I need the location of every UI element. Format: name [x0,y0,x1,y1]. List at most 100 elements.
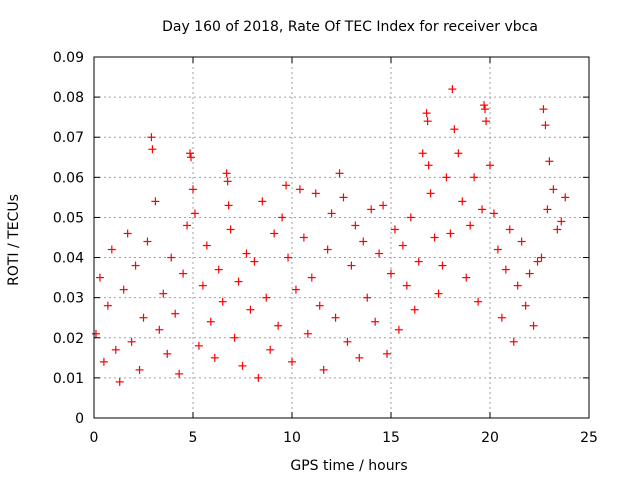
data-point [394,325,403,334]
data-point [319,365,328,374]
data-point [198,281,207,290]
data-point [210,353,219,362]
data-point [194,341,203,350]
data-point [303,329,312,338]
data-point [311,189,320,198]
data-point [143,237,152,246]
y-tick-label: 0.04 [53,251,84,267]
data-point [478,205,487,214]
data-point [179,269,188,278]
data-point [119,285,128,294]
data-point [422,109,431,118]
data-point [438,261,447,270]
data-point [375,249,384,258]
data-point [529,321,538,330]
data-point [446,229,455,238]
data-point [359,237,368,246]
data-point [189,185,197,194]
data-point [107,245,116,254]
y-tick-label: 0.07 [53,130,84,146]
data-point [123,229,132,238]
data-point [274,321,283,330]
chart-title: Day 160 of 2018, Rate Of TEC Index for r… [162,19,538,35]
x-tick-label: 0 [90,430,99,446]
data-point [549,185,558,194]
data-point [489,209,498,218]
data-point [327,209,336,218]
data-point [462,273,471,282]
data-point [148,145,157,154]
data-point [474,297,483,306]
data-point [454,149,463,158]
data-point [206,317,215,326]
data-point [284,253,293,262]
data-point [539,105,548,114]
y-tick-label: 0.08 [53,90,84,106]
data-point [410,305,419,314]
data-point [553,225,562,234]
data-point [387,269,395,278]
data-point [139,313,148,322]
data-point [517,237,526,246]
data-point [406,213,415,222]
data-point [127,337,136,346]
data-point [238,361,247,370]
data-point [543,205,552,214]
data-point [561,193,570,202]
y-tick-label: 0 [75,411,84,427]
data-point [501,265,510,274]
data-point [151,197,160,206]
data-point [448,85,457,94]
data-point [525,269,534,278]
data-point [291,285,300,294]
data-point [450,125,459,134]
data-point [288,357,296,366]
data-point [222,169,231,178]
x-tick-label: 25 [580,430,598,446]
data-point [509,337,518,346]
data-point [347,261,356,270]
data-point [230,333,239,342]
data-point [111,345,120,354]
data-point [135,365,144,374]
data-point [167,253,176,262]
data-point [398,241,407,250]
data-point [270,229,279,238]
data-point [383,349,392,358]
data-point [226,225,235,234]
data-point [434,289,443,298]
data-point [99,357,108,366]
data-point [486,161,494,170]
data-point [186,149,195,158]
data-point [246,305,255,314]
data-point [533,257,542,266]
x-tick-label: 15 [382,430,400,446]
data-point [282,181,291,190]
y-tick-label: 0.02 [53,331,84,347]
data-point [470,173,479,182]
data-point [355,353,364,362]
data-point [224,201,233,210]
data-point [214,265,223,274]
data-point [242,249,251,258]
data-point [250,257,259,266]
data-point [379,201,388,210]
data-point [442,173,451,182]
data-point [371,317,380,326]
data-point [254,373,263,382]
data-point [418,149,427,158]
data-point [521,301,530,310]
data-point [218,297,227,306]
data-point [513,281,522,290]
data-point [103,301,112,310]
data-point [171,309,180,318]
x-tick-label: 10 [283,430,301,446]
data-point [480,101,489,110]
data-point [458,197,467,206]
data-points [91,85,570,386]
data-point [497,313,506,322]
data-point [159,289,168,298]
data-point [190,209,199,218]
